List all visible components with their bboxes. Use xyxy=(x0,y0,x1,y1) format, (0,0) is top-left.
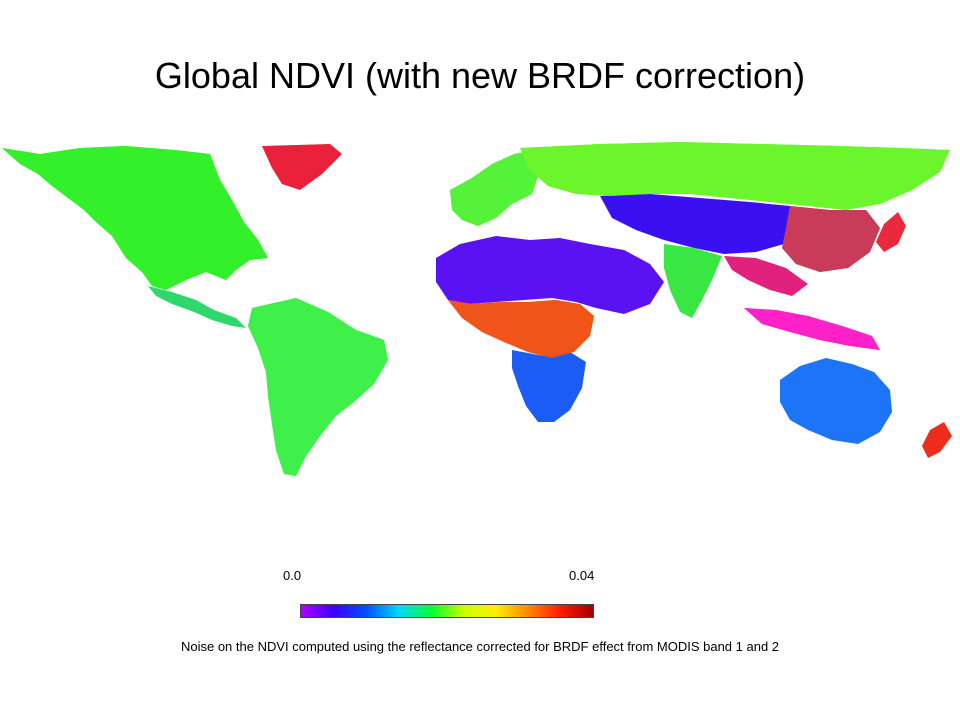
map-region-new-zealand xyxy=(922,422,952,458)
map-region-greenland xyxy=(262,144,342,190)
map-region-central-asia xyxy=(600,194,800,254)
map-region-southern-africa xyxy=(512,350,586,422)
map-region-australia xyxy=(780,358,892,444)
map-region-india xyxy=(664,244,722,318)
map-region-southeast-asia xyxy=(724,256,808,296)
map-region-central-america xyxy=(148,286,246,328)
slide-caption: Noise on the NDVI computed using the ref… xyxy=(180,639,780,654)
colorbar xyxy=(300,604,594,618)
map-region-sahara-arabia xyxy=(436,236,664,314)
world-ndvi-noise-map xyxy=(0,140,960,480)
colorbar-min-label: 0.0 xyxy=(283,568,302,583)
slide-title: Global NDVI (with new BRDF correction) xyxy=(154,55,806,96)
map-region-japan xyxy=(876,212,906,252)
colorbar-max-label: 0.04 xyxy=(569,568,595,583)
